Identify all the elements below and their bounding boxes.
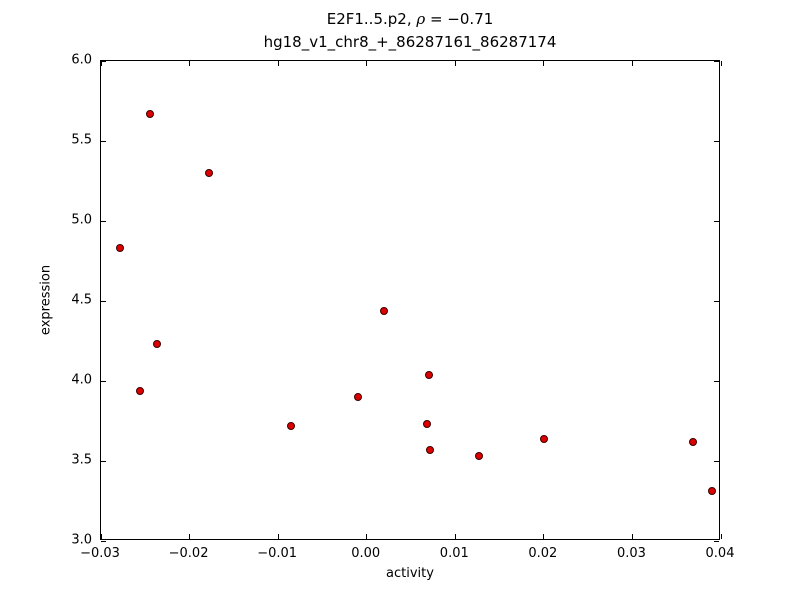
y-tick-mark xyxy=(101,460,106,462)
y-tick-mark xyxy=(101,60,106,62)
y-tick-mark xyxy=(714,540,719,542)
x-tick-mark xyxy=(277,534,279,539)
data-point xyxy=(152,340,161,349)
x-tick-mark xyxy=(189,534,191,539)
data-point xyxy=(426,445,435,454)
y-tick-label: 4.0 xyxy=(71,372,92,388)
x-tick-label: 0.01 xyxy=(439,546,469,561)
data-point xyxy=(145,109,154,118)
x-axis-label: activity xyxy=(386,566,434,581)
x-tick-label: −0.03 xyxy=(80,546,120,561)
chart-title-prefix: E2F1..5.p2, xyxy=(326,10,417,28)
x-tick-mark xyxy=(543,534,545,539)
x-tick-mark xyxy=(366,534,368,539)
y-tick-mark xyxy=(714,140,719,142)
plot-area xyxy=(100,60,722,542)
chart-title-line2: hg18_v1_chr8_+_86287161_86287174 xyxy=(263,33,557,51)
x-tick-mark xyxy=(100,534,102,539)
data-point xyxy=(205,169,214,177)
y-tick-mark xyxy=(101,220,106,222)
x-tick-mark xyxy=(454,61,456,66)
y-tick-label: 4.5 xyxy=(71,292,92,308)
data-point xyxy=(422,420,431,429)
x-tick-label: −0.02 xyxy=(168,546,209,561)
data-point xyxy=(539,434,548,443)
x-tick-label: 0.04 xyxy=(705,546,735,561)
data-point xyxy=(380,306,389,315)
x-tick-label: 0.03 xyxy=(616,546,646,561)
y-tick-mark xyxy=(101,300,106,302)
y-tick-mark xyxy=(714,60,719,62)
y-tick-mark xyxy=(714,460,719,462)
x-tick-mark xyxy=(454,534,456,539)
y-tick-mark xyxy=(101,140,106,142)
rho-symbol: ρ xyxy=(416,10,426,28)
x-tick-mark xyxy=(366,61,368,66)
data-point xyxy=(353,393,362,401)
data-point xyxy=(116,244,125,253)
data-point xyxy=(287,421,296,430)
x-tick-mark xyxy=(100,61,102,66)
y-tick-label: 5.0 xyxy=(71,212,92,228)
data-point xyxy=(424,370,433,379)
y-tick-mark xyxy=(101,380,106,382)
x-tick-mark xyxy=(631,534,633,539)
chart-title-suffix: = −0.71 xyxy=(425,10,494,28)
y-tick-label: 3.0 xyxy=(71,532,92,548)
x-tick-label: 0.02 xyxy=(528,546,558,561)
x-tick-label: 0.00 xyxy=(351,546,381,561)
data-point xyxy=(708,487,717,496)
y-tick-label: 6.0 xyxy=(71,52,92,68)
y-tick-mark xyxy=(714,300,719,302)
chart-title-line1: E2F1..5.p2, ρ = −0.71 xyxy=(100,10,720,28)
y-tick-mark xyxy=(101,540,106,542)
x-tick-mark xyxy=(720,534,722,539)
x-tick-mark xyxy=(189,61,191,66)
y-tick-label: 5.5 xyxy=(71,132,92,148)
y-tick-mark xyxy=(714,380,719,382)
data-point xyxy=(135,386,144,395)
data-point xyxy=(688,437,697,446)
x-tick-mark xyxy=(631,61,633,66)
y-tick-mark xyxy=(714,220,719,222)
x-tick-label: −0.01 xyxy=(257,546,298,561)
y-tick-label: 3.5 xyxy=(71,452,92,468)
x-tick-mark xyxy=(543,61,545,66)
data-point xyxy=(475,452,484,461)
x-tick-mark xyxy=(720,61,722,66)
x-tick-mark xyxy=(277,61,279,66)
y-axis-label: expression xyxy=(38,264,54,336)
